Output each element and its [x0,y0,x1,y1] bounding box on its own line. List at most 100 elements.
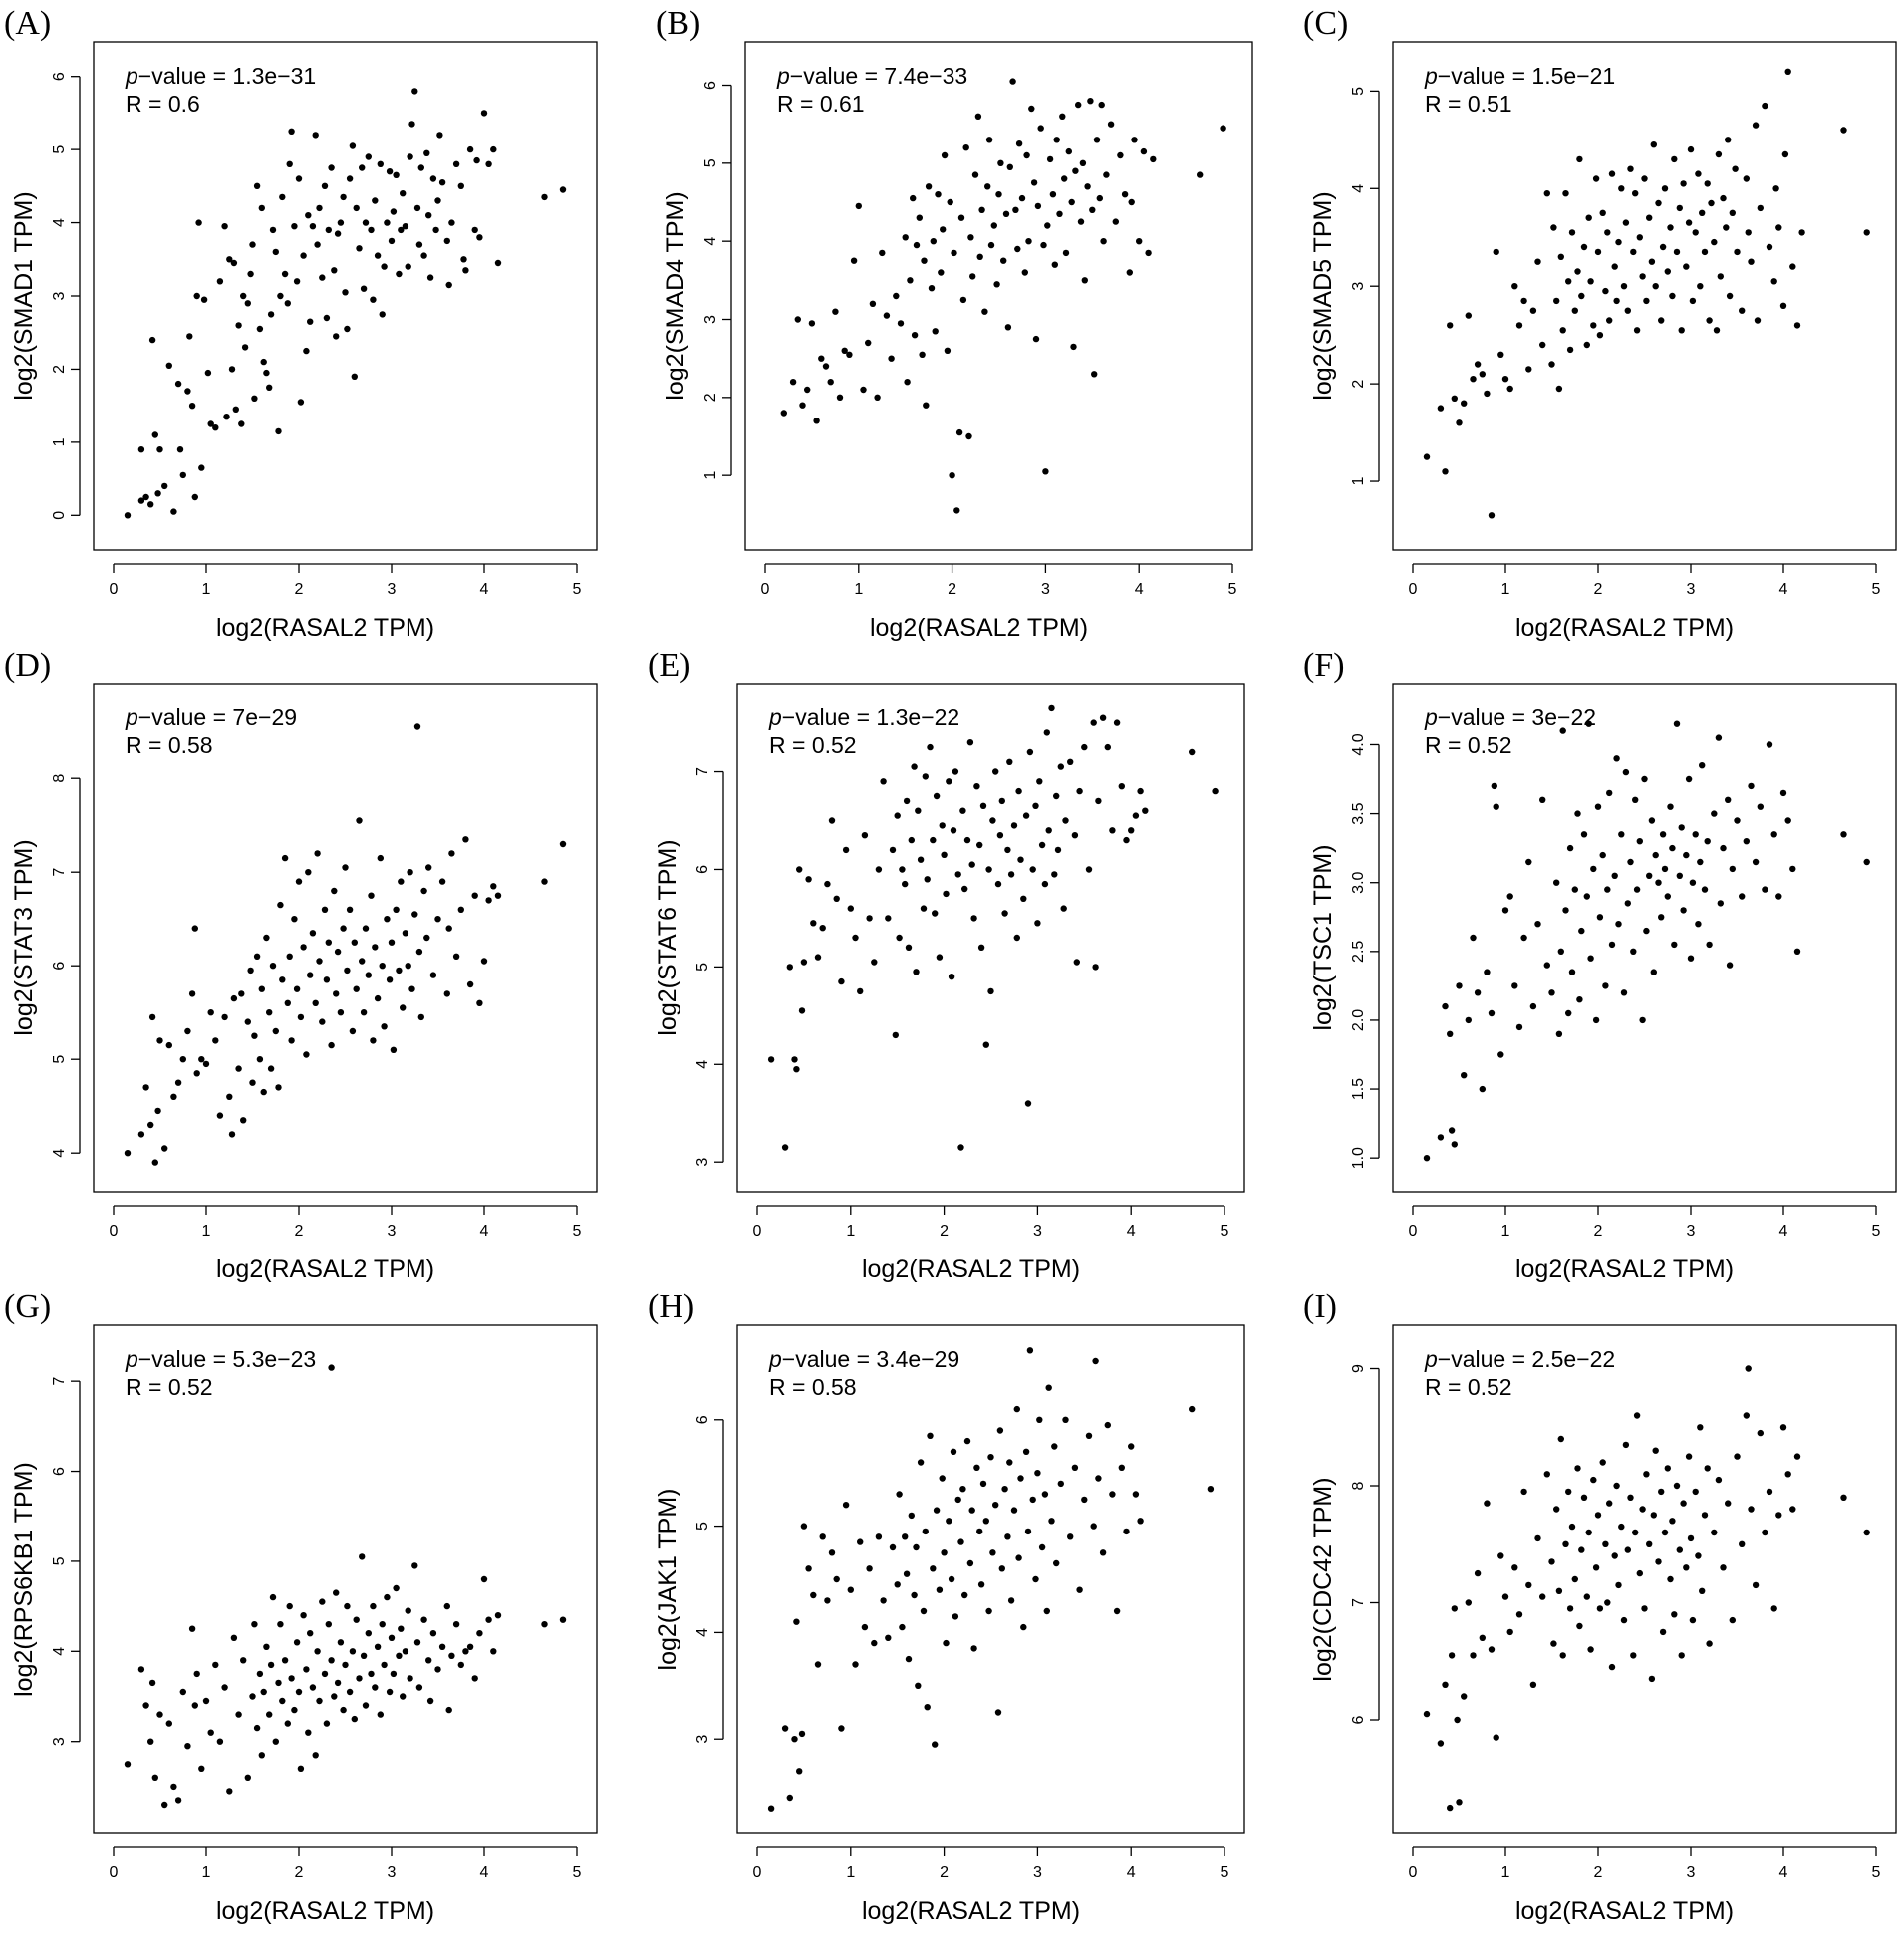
data-point [1627,858,1634,866]
data-point [386,976,394,983]
data-point [1543,1471,1551,1478]
data-point [1484,390,1491,398]
data-point [1615,921,1622,928]
data-point [959,1486,966,1493]
data-point [398,226,405,234]
r-value-annotation: R = 0.51 [1425,91,1512,117]
data-point [1557,1435,1565,1443]
data-point [996,1427,1004,1434]
data-point [142,1702,149,1709]
data-point [952,768,959,775]
data-point [381,1023,388,1030]
data-point [1006,1459,1013,1466]
y-tick-label: 4 [694,1628,711,1637]
data-point [188,1625,196,1632]
data-point [910,194,917,202]
data-point [377,1711,384,1718]
data-point [865,339,872,347]
p-value-annotation: p−value = 2.5e−22 [1424,1346,1615,1372]
data-point [337,219,345,226]
data-point [1137,1518,1144,1525]
data-point [1520,297,1527,305]
data-point [490,883,497,890]
data-point [443,1602,450,1610]
data-point [411,88,418,95]
data-point [905,1655,913,1663]
y-tick-label: 5 [51,145,68,154]
y-tick-label: 6 [694,1415,711,1424]
data-point [228,366,236,373]
data-point [1729,865,1737,873]
data-point [154,1107,161,1115]
data-point [954,1496,961,1504]
data-point [989,1549,996,1556]
data-point [1565,1009,1572,1017]
data-point [277,292,284,300]
data-point [381,1661,388,1669]
data-point [979,802,987,809]
data-point [767,1056,775,1063]
data-point [889,846,897,854]
data-point [423,934,430,942]
data-point [798,1730,806,1738]
data-point [860,386,867,394]
data-point [1092,1357,1099,1365]
data-point [1095,1475,1102,1482]
data-point [1599,209,1606,216]
data-point [796,1768,803,1775]
x-tick-label: 1 [202,1864,211,1881]
data-point [966,739,974,746]
data-point [967,234,974,241]
data-point [1632,796,1639,803]
data-point [266,1711,273,1718]
data-point [279,193,286,201]
y-tick-label: 3 [51,1737,68,1746]
data-point [977,1581,985,1588]
data-point [226,1093,233,1101]
plot-frame [744,41,1253,551]
data-point [1093,137,1101,143]
data-point [288,1037,295,1044]
data-point [1484,969,1491,976]
data-point [959,807,966,814]
data-point [981,308,988,315]
p-value-italic-p: p [125,63,138,89]
data-point [1789,263,1796,270]
x-tick-label: 5 [1872,1864,1881,1881]
data-point [902,234,909,241]
data-point [927,1432,934,1440]
data-point [908,836,915,844]
data-point [1020,895,1027,902]
data-point [1553,297,1560,305]
data-point [193,1070,200,1077]
data-point [1633,1412,1641,1419]
data-point [293,985,301,992]
data-point [1075,101,1082,109]
data-point [1624,307,1632,314]
data-point [1673,248,1681,256]
data-point [360,285,368,292]
data-point [1655,879,1662,886]
data-point [1669,844,1676,852]
data-point [1043,729,1051,736]
data-point [1032,802,1039,809]
p-value-italic-p: p [776,63,790,89]
x-tick-label: 1 [1501,581,1510,598]
data-point [1555,1587,1563,1595]
data-point [902,880,909,888]
data-point [1580,243,1588,251]
data-point [814,1661,822,1668]
data-point [1566,346,1574,354]
data-point [1571,886,1579,893]
data-point [1123,836,1130,844]
data-point [1067,758,1074,765]
data-point [1529,307,1537,314]
data-point [1671,155,1678,163]
data-point [1585,214,1592,221]
p-value-italic-p: p [125,704,138,730]
data-point [1583,893,1591,900]
data-point [1659,831,1667,838]
data-point [266,1009,273,1016]
data-point [917,1459,925,1466]
data-point [1501,1593,1509,1600]
